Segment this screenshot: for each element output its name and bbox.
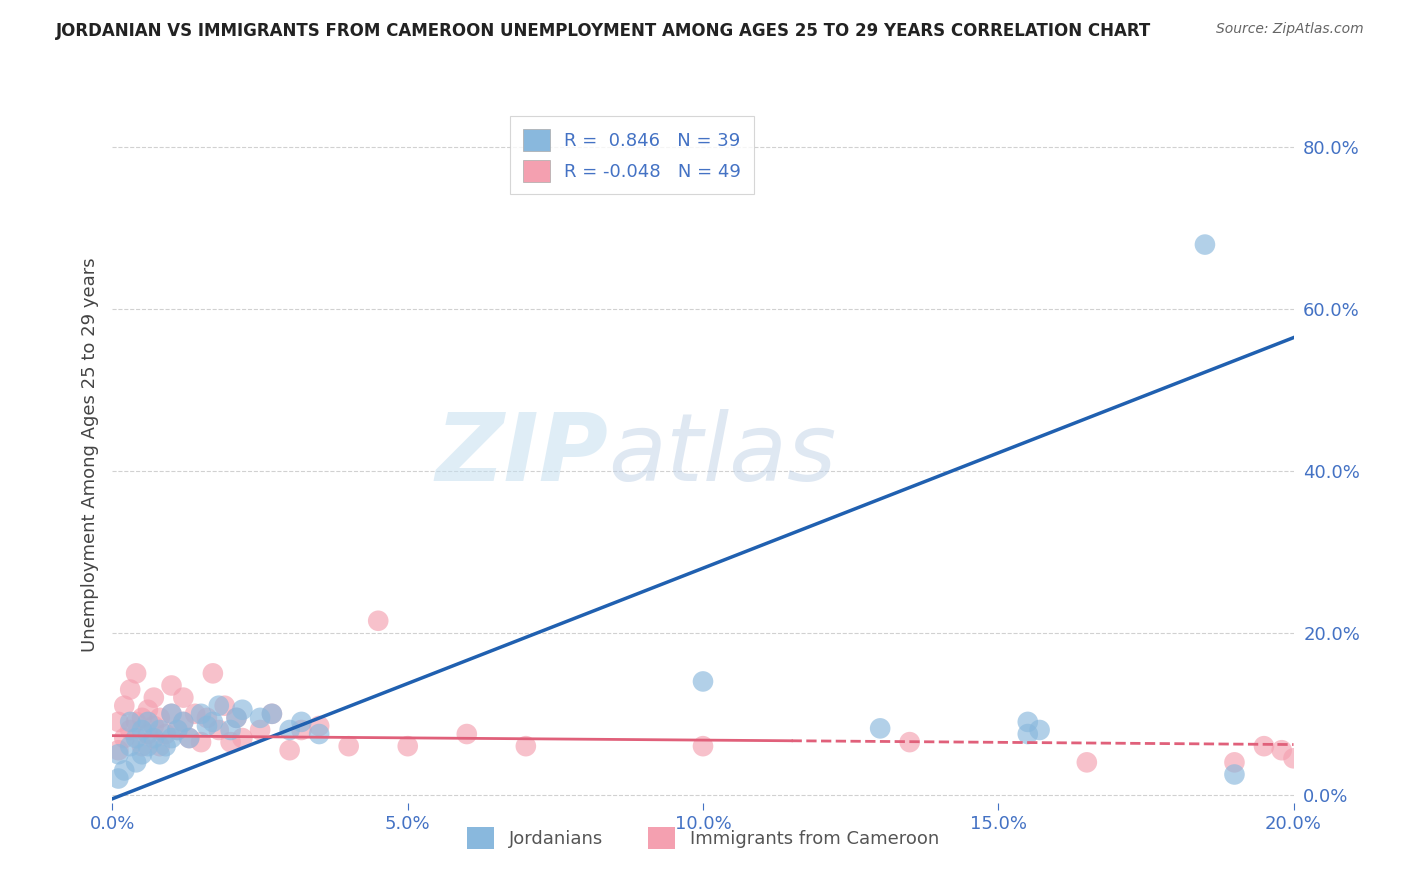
Point xyxy=(195,711,218,725)
Point xyxy=(225,711,247,725)
Y-axis label: Unemployment Among Ages 25 to 29 years: Unemployment Among Ages 25 to 29 years xyxy=(80,258,98,652)
Point xyxy=(155,739,177,754)
Point xyxy=(172,714,194,729)
Point xyxy=(231,703,253,717)
Point xyxy=(160,706,183,721)
Text: ZIP: ZIP xyxy=(436,409,609,501)
Point xyxy=(260,706,283,721)
Point xyxy=(1253,739,1275,754)
Point xyxy=(278,723,301,737)
Point xyxy=(125,714,148,729)
Point xyxy=(131,747,153,762)
Point xyxy=(290,723,312,737)
Point xyxy=(142,731,165,745)
Point xyxy=(396,739,419,754)
Point xyxy=(1223,756,1246,770)
Point xyxy=(278,743,301,757)
Point xyxy=(1028,723,1050,737)
Legend: Jordanians, Immigrants from Cameroon: Jordanians, Immigrants from Cameroon xyxy=(460,820,946,856)
Point xyxy=(208,698,231,713)
Point xyxy=(308,727,330,741)
Point xyxy=(149,711,172,725)
Point xyxy=(107,747,129,762)
Point xyxy=(112,764,135,778)
Point xyxy=(337,739,360,754)
Point xyxy=(260,706,283,721)
Point xyxy=(160,678,183,692)
Point xyxy=(1271,743,1294,757)
Point xyxy=(120,714,142,729)
Point xyxy=(1282,751,1305,765)
Point xyxy=(149,739,172,754)
Point xyxy=(142,719,165,733)
Text: atlas: atlas xyxy=(609,409,837,500)
Point xyxy=(131,711,153,725)
Point xyxy=(367,614,389,628)
Text: JORDANIAN VS IMMIGRANTS FROM CAMEROON UNEMPLOYMENT AMONG AGES 25 TO 29 YEARS COR: JORDANIAN VS IMMIGRANTS FROM CAMEROON UN… xyxy=(56,22,1152,40)
Point xyxy=(1017,727,1039,741)
Point xyxy=(179,731,201,745)
Point xyxy=(184,706,207,721)
Point xyxy=(1076,756,1098,770)
Point xyxy=(190,735,212,749)
Point xyxy=(107,772,129,786)
Point xyxy=(112,731,135,745)
Point xyxy=(515,739,537,754)
Point xyxy=(112,698,135,713)
Point xyxy=(149,723,172,737)
Point xyxy=(142,690,165,705)
Point xyxy=(219,723,242,737)
Point xyxy=(125,756,148,770)
Point xyxy=(149,747,172,762)
Point xyxy=(131,739,153,754)
Point xyxy=(125,731,148,745)
Point xyxy=(190,706,212,721)
Point xyxy=(195,719,218,733)
Point xyxy=(120,739,142,754)
Point xyxy=(456,727,478,741)
Text: Source: ZipAtlas.com: Source: ZipAtlas.com xyxy=(1216,22,1364,37)
Point xyxy=(120,723,142,737)
Point xyxy=(172,714,194,729)
Point xyxy=(136,739,159,754)
Point xyxy=(120,682,142,697)
Point xyxy=(172,690,194,705)
Point xyxy=(290,714,312,729)
Point xyxy=(1223,767,1246,781)
Point xyxy=(131,723,153,737)
Point xyxy=(898,735,921,749)
Point xyxy=(308,719,330,733)
Point xyxy=(208,723,231,737)
Point xyxy=(249,711,271,725)
Point xyxy=(692,739,714,754)
Point xyxy=(155,727,177,741)
Point xyxy=(107,743,129,757)
Point xyxy=(201,666,224,681)
Point xyxy=(166,723,188,737)
Point xyxy=(136,714,159,729)
Point xyxy=(160,731,183,745)
Point xyxy=(1194,237,1216,252)
Point xyxy=(179,731,201,745)
Point xyxy=(219,735,242,749)
Point xyxy=(214,698,236,713)
Point xyxy=(692,674,714,689)
Point xyxy=(125,666,148,681)
Point xyxy=(160,706,183,721)
Point xyxy=(249,723,271,737)
Point xyxy=(136,727,159,741)
Point xyxy=(201,714,224,729)
Point xyxy=(231,731,253,745)
Point xyxy=(166,723,188,737)
Point xyxy=(869,722,891,736)
Point xyxy=(136,703,159,717)
Point xyxy=(1017,714,1039,729)
Point xyxy=(225,711,247,725)
Point xyxy=(107,714,129,729)
